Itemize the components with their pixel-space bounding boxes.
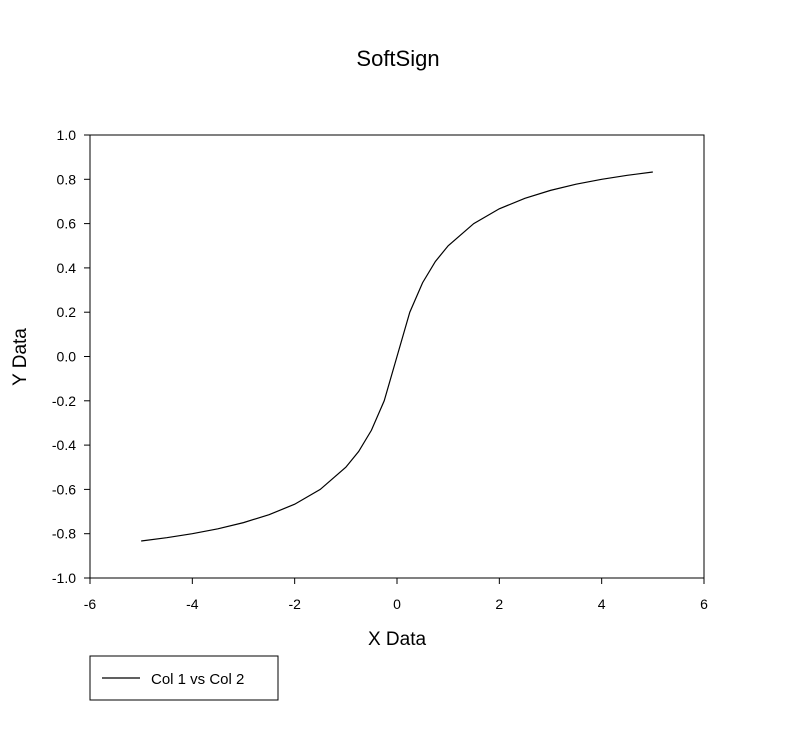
x-tick-label: -4 (186, 596, 199, 612)
chart-title: SoftSign (356, 46, 439, 71)
x-tick-label: 4 (598, 596, 606, 612)
y-tick-label: 0.2 (57, 304, 77, 320)
x-axis: -6 -4 -2 0 2 4 6 (84, 578, 708, 612)
legend: Col 1 vs Col 2 (89, 655, 279, 701)
y-tick-label: 0.6 (57, 216, 77, 232)
y-tick-label: 1.0 (57, 127, 77, 143)
y-axis: 1.0 0.8 0.6 0.4 0.2 0.0 -0.2 -0.4 -0.6 -0.8 -1.0 (52, 127, 90, 586)
y-tick-label: -0.2 (52, 393, 76, 409)
x-tick-label: -6 (84, 596, 97, 612)
y-tick-label: -0.8 (52, 526, 76, 542)
x-tick-label: 0 (393, 596, 401, 612)
y-tick-label: 0.0 (57, 349, 77, 365)
y-axis-label: Y Data (10, 328, 31, 386)
y-tick-label: -1.0 (52, 570, 76, 586)
series-line-col1-vs-col2 (141, 171, 653, 542)
y-tick-label: 0.8 (57, 171, 77, 187)
y-tick-label: -0.6 (52, 481, 76, 497)
y-tick-label: 0.4 (57, 260, 77, 276)
x-tick-label: 2 (495, 596, 503, 612)
legend-entry-label: Col 1 vs Col 2 (151, 671, 244, 688)
x-axis-label: X Data (368, 629, 427, 650)
x-tick-label: -2 (288, 596, 301, 612)
x-tick-label: 6 (700, 596, 708, 612)
y-tick-label: -0.4 (52, 437, 76, 453)
